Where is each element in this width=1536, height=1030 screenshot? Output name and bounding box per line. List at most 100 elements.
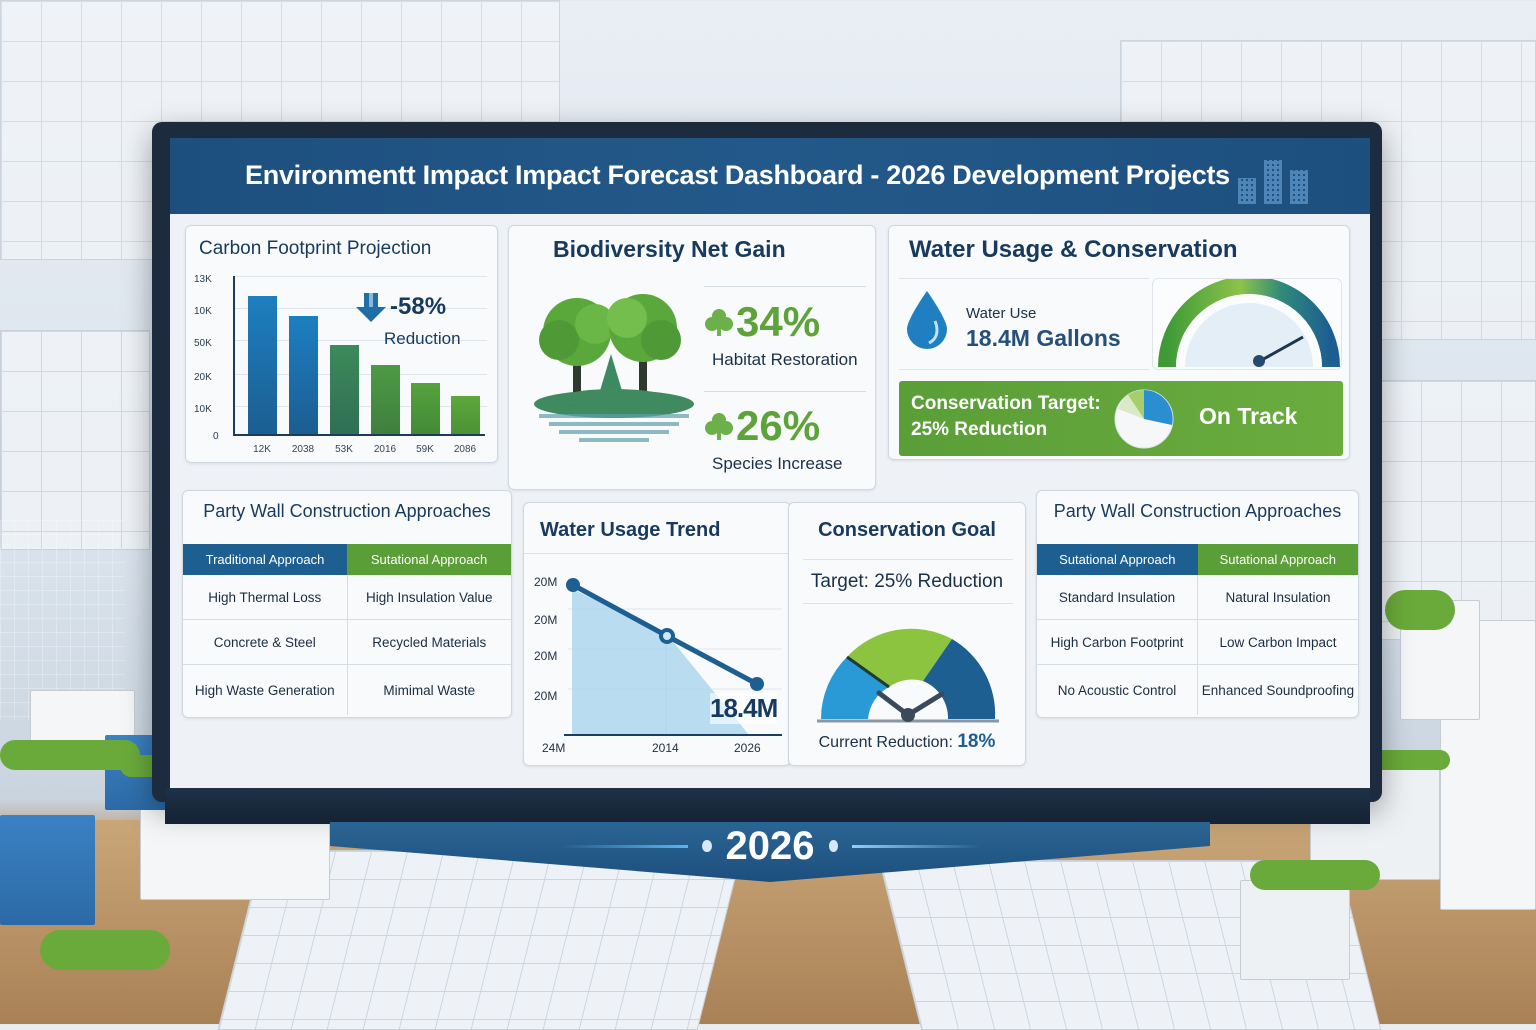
habitat-label: Habitat Restoration: [712, 350, 858, 369]
table-cell: Enhanced Soundproofing: [1201, 682, 1355, 698]
card-title: Water Usage & Conservation: [909, 236, 1238, 263]
bar[interactable]: [371, 365, 400, 434]
reduction-label: Reduction: [384, 329, 461, 348]
x-tick: 2016: [373, 444, 397, 455]
gauge-icon: [1158, 276, 1340, 368]
decorative-dot: [828, 840, 839, 852]
clover-icon: [705, 413, 733, 440]
table-row: Standard Insulation Natural Insulation: [1037, 575, 1358, 620]
y-tick: 10K: [194, 306, 212, 317]
bar-chart: [233, 276, 487, 436]
decorative-line: [852, 844, 981, 848]
goal-gauge: [817, 628, 999, 723]
x-tick: 2086: [453, 444, 477, 455]
card-title: Water Usage Trend: [540, 519, 721, 541]
x-tick: 2014: [652, 741, 679, 755]
x-tick: 53K: [335, 444, 353, 455]
year-banner: 2026: [560, 824, 981, 868]
greenery: [40, 930, 170, 970]
target-line1: Conservation Target:: [911, 393, 1101, 414]
bar[interactable]: [411, 383, 440, 434]
y-tick: 10K: [194, 404, 212, 415]
table-row: High Waste Generation Mimimal Waste: [183, 665, 511, 715]
down-arrow-icon: [356, 293, 386, 322]
dashboard-header: Environmentt Impact Impact Forecast Dash…: [170, 138, 1370, 214]
building-model: [0, 520, 125, 720]
current-reduction-label: Current Reduction:: [818, 734, 958, 751]
city-skyline-icon: [1238, 152, 1308, 204]
trees-icon: [534, 294, 694, 442]
species-value: 26%: [736, 402, 821, 449]
bar[interactable]: [248, 296, 277, 434]
party-wall-table-right: Party Wall Construction Approaches Sutat…: [1036, 490, 1359, 718]
page-title: Environmentt Impact Impact Forecast Dash…: [245, 160, 1230, 190]
x-tick: 59K: [416, 444, 434, 455]
table-cell: No Acoustic Control: [1037, 665, 1198, 715]
water-usage-card: Water Usage & Conservation Water Use 18.…: [888, 225, 1350, 460]
conservation-target-banner: Conservation Target: 25% Reduction On Tr…: [899, 381, 1343, 456]
dashboard-screen: Environmentt Impact Impact Forecast Dash…: [170, 138, 1370, 788]
water-use-panel: Water Use 18.4M Gallons: [899, 278, 1149, 370]
target-text: Conservation Target: 25% Reduction: [911, 391, 1101, 443]
greenery: [1250, 860, 1380, 890]
table-row: High Thermal Loss High Insulation Value: [183, 575, 511, 620]
column-header[interactable]: Traditional Approach: [183, 544, 347, 575]
table-cell: Mimimal Waste: [383, 682, 476, 698]
current-reduction: Current Reduction: 18%: [789, 731, 1025, 753]
greenery: [0, 740, 140, 770]
water-drop-icon: [907, 291, 947, 349]
y-tick: 50K: [194, 338, 212, 349]
goal-target: Target: 25% Reduction: [810, 571, 1004, 592]
bar[interactable]: [330, 345, 359, 434]
target-line2: 25% Reduction: [911, 419, 1048, 440]
table-row: High Carbon Footprint Low Carbon Impact: [1037, 620, 1358, 665]
table-row: Concrete & Steel Recycled Materials: [183, 620, 511, 665]
bar[interactable]: [289, 316, 318, 434]
y-tick: 20M: [534, 689, 558, 703]
decorative-line: [560, 844, 688, 848]
table-cell: High Thermal Loss: [183, 575, 348, 619]
carbon-footprint-card: Carbon Footprint Projection 13K 10K 50K …: [185, 225, 498, 463]
table-cell: High Insulation Value: [365, 589, 493, 605]
pie-chart-icon: [1114, 389, 1174, 449]
card-title: Party Wall Construction Approaches: [203, 501, 491, 521]
building-model: [1240, 880, 1350, 980]
table-cell: Recycled Materials: [372, 634, 487, 650]
y-tick: 0: [213, 431, 219, 442]
comparison-table: Traditional Approach Sutational Approach…: [183, 544, 511, 715]
greenery: [1385, 590, 1455, 630]
clover-icon: [705, 309, 733, 336]
y-tick: 20M: [534, 613, 558, 627]
column-header[interactable]: Sutational Approach: [347, 544, 511, 575]
x-tick: 24M: [542, 741, 566, 755]
card-title: Conservation Goal: [818, 519, 996, 541]
area-line-chart: [564, 578, 782, 736]
card-title: Biodiversity Net Gain: [553, 236, 786, 262]
background-blueprint: [0, 330, 150, 550]
final-value-label: 18.4M: [710, 693, 778, 724]
x-tick: 12K: [253, 444, 271, 455]
monitor-bezel-bottom: [165, 788, 1370, 824]
comparison-table: Sutational Approach Sutational Approach …: [1037, 544, 1358, 715]
current-reduction-value: 18%: [957, 731, 996, 752]
water-use-value: 18.4M Gallons: [966, 325, 1121, 351]
biodiversity-card: Biodiversity Net Gain 34% Habitat Restor…: [508, 225, 876, 490]
table-cell: High Carbon Footprint: [1037, 620, 1198, 664]
column-header[interactable]: Sutational Approach: [1037, 544, 1198, 575]
bar[interactable]: [451, 396, 480, 434]
table-cell: Concrete & Steel: [183, 620, 348, 664]
reduction-percent: -58%: [390, 293, 447, 320]
party-wall-table-left: Party Wall Construction Approaches Tradi…: [182, 490, 512, 718]
water-usage-trend-card: Water Usage Trend 20M 20M 20M 20M 24M 20…: [523, 502, 791, 766]
x-tick: 2038: [291, 444, 315, 455]
table-cell: Low Carbon Impact: [1219, 634, 1337, 650]
y-tick: 20M: [534, 649, 558, 663]
column-header[interactable]: Sutational Approach: [1197, 544, 1358, 575]
status-badge: On Track: [1199, 403, 1298, 429]
water-gauge: [1152, 276, 1342, 370]
habitat-value: 34%: [736, 298, 821, 345]
decorative-dot: [701, 840, 712, 852]
card-title: Party Wall Construction Approaches: [1053, 501, 1342, 521]
table-cell: Natural Insulation: [1225, 589, 1331, 605]
y-tick: 13K: [194, 274, 212, 285]
